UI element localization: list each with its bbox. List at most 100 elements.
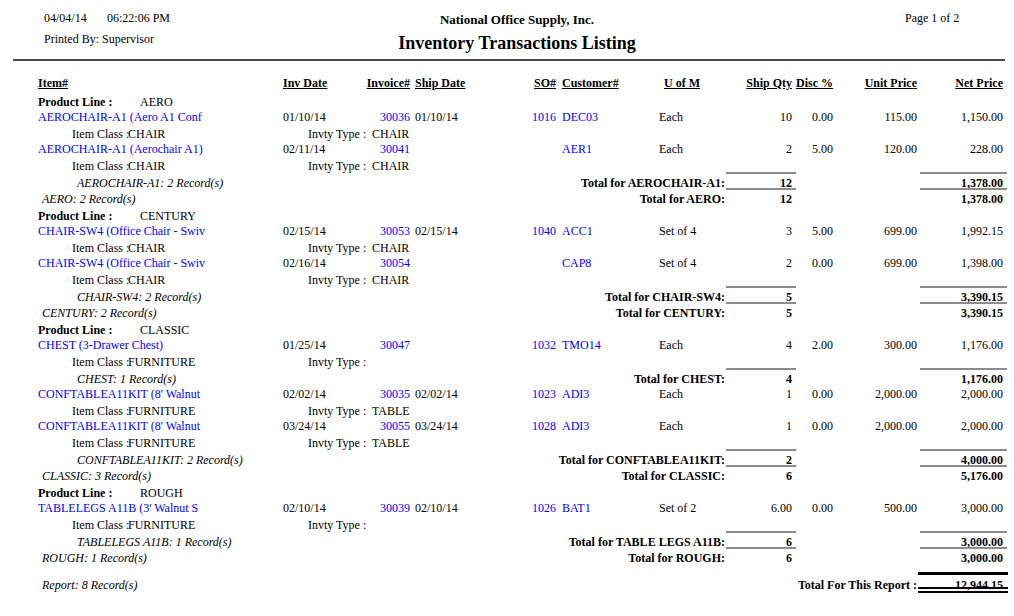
product-line-total-label: Total for CENTURY: <box>420 306 725 321</box>
customer-link[interactable]: ADI3 <box>562 387 589 402</box>
disc-pct: 5.00 <box>766 142 833 157</box>
uom: Set of 4 <box>659 224 696 239</box>
invoice-link[interactable]: 30053 <box>335 224 410 239</box>
inv-date: 03/24/14 <box>283 419 326 434</box>
transaction-row: CONFTABLEA11KIT (8' Walnut03/24/14300550… <box>0 419 1014 434</box>
invty-type-value: CHAIR <box>372 241 409 256</box>
qty-total-rule <box>726 172 796 174</box>
item-record-count: CHAIR-SW4: 2 Record(s) <box>77 290 201 305</box>
invty-type-value: TABLE <box>372 404 410 419</box>
invty-type-label: Invty Type : <box>308 159 366 174</box>
so-link[interactable]: 1026 <box>494 501 556 516</box>
customer-link[interactable]: BAT1 <box>562 501 591 516</box>
product-line-total-label: Total for ROUGH: <box>420 551 725 566</box>
product-line-total-row: ROUGH: 1 Record(s) Total for ROUGH:6 3,000… <box>0 551 1014 566</box>
item-link[interactable]: CHAIR-SW4 (Office Chair - Swiv <box>38 256 248 271</box>
item-record-count: CONFTABLEA11KIT: 2 Record(s) <box>77 453 243 468</box>
uom: Each <box>659 387 683 402</box>
item-record-count: CHEST: 1 Record(s) <box>77 372 176 387</box>
item-class-value: FURNITURE <box>128 518 195 533</box>
qty-total-rule <box>726 465 796 467</box>
so-link[interactable]: 1028 <box>494 419 556 434</box>
disc-pct: 0.00 <box>766 387 833 402</box>
so-link[interactable]: 1032 <box>494 338 556 353</box>
net-total-rule <box>920 465 1007 467</box>
customer-link[interactable]: CAP8 <box>562 256 591 271</box>
product-line-record-count: CLASSIC: 3 Record(s) <box>42 469 151 484</box>
product-line-row: Product Line :ROUGH <box>0 486 1014 501</box>
product-line-total-net: 3,000.00 <box>903 551 1003 566</box>
invoice-link[interactable]: 30039 <box>335 501 410 516</box>
customer-link[interactable]: ADI3 <box>562 419 589 434</box>
product-line-total-qty: 12 <box>712 192 792 207</box>
item-record-count: TABLELEGS A11B: 1 Record(s) <box>77 535 232 550</box>
net-price: 1,150.00 <box>903 110 1003 125</box>
item-link[interactable]: CHEST (3-Drawer Chest) <box>38 338 248 353</box>
item-link[interactable]: TABLELEGS A11B (3' Walnut S <box>38 501 248 516</box>
invty-type-value: TABLE <box>372 436 410 451</box>
product-line-total-label: Total for AERO: <box>420 192 725 207</box>
customer-link[interactable]: ACC1 <box>562 224 593 239</box>
product-line-total-qty: 6 <box>712 551 792 566</box>
disc-pct: 0.00 <box>766 501 833 516</box>
inv-date: 02/11/14 <box>283 142 325 157</box>
invoice-link[interactable]: 30054 <box>335 256 410 271</box>
transaction-row: CONFTABLEA11KIT (8' Walnut02/02/14300350… <box>0 387 1014 402</box>
invoice-link[interactable]: 30055 <box>335 419 410 434</box>
net-total-rule <box>920 547 1007 549</box>
product-line-total-net: 1,378.00 <box>903 192 1003 207</box>
customer-link[interactable]: AER1 <box>562 142 592 157</box>
item-class-label: Item Class : <box>72 436 129 451</box>
customer-link[interactable]: TMO14 <box>562 338 601 353</box>
item-link[interactable]: AEROCHAIR-A1 (Aerochair A1) <box>38 142 248 157</box>
product-line-record-count: ROUGH: 1 Record(s) <box>42 551 147 566</box>
product-line-label: Product Line : <box>38 486 112 501</box>
product-line-label: Product Line : <box>38 323 112 338</box>
item-total-label: Total for TABLE LEGS A11B: <box>420 535 725 550</box>
invoice-link[interactable]: 30041 <box>335 142 410 157</box>
transaction-row: CHAIR-SW4 (Office Chair - Swiv02/16/1430… <box>0 256 1014 271</box>
transaction-row: CHEST (3-Drawer Chest)01/25/14300471032T… <box>0 338 1014 353</box>
product-line-label: Product Line : <box>38 209 112 224</box>
inv-date: 01/10/14 <box>283 110 326 125</box>
transaction-row: AEROCHAIR-A1 (Aerochair A1) 02/11/14 30041… <box>0 142 1014 157</box>
net-total-rule <box>920 172 1007 174</box>
column-header-customer: Customer# <box>562 76 619 91</box>
qty-total-rule <box>726 531 796 533</box>
product-line-row: Product Line :CLASSIC <box>0 323 1014 338</box>
so-link[interactable]: 1016 <box>494 110 556 125</box>
item-link[interactable]: CHAIR-SW4 (Office Chair - Swiv <box>38 224 248 239</box>
item-link[interactable]: CONFTABLEA11KIT (8' Walnut <box>38 387 248 402</box>
column-header-net: Net Price <box>903 76 1003 91</box>
item-class-value: FURNITURE <box>128 436 195 451</box>
ship-date: 02/10/14 <box>415 501 458 516</box>
uom: Set of 2 <box>659 501 696 516</box>
so-link[interactable]: 1040 <box>494 224 556 239</box>
invty-type-value: CHAIR <box>372 273 409 288</box>
uom: Set of 4 <box>659 256 696 271</box>
product-line-total-label: Total for CLASSIC: <box>420 469 725 484</box>
item-detail-row: Item Class :FURNITUREInvty Type :TABLE <box>0 436 1014 451</box>
invty-type-label: Invty Type : <box>308 127 366 142</box>
net-price: 2,000.00 <box>903 419 1003 434</box>
item-link[interactable]: CONFTABLEA11KIT (8' Walnut <box>38 419 248 434</box>
report-total-rule-top <box>918 572 1008 575</box>
product-line-label: Product Line : <box>38 95 112 110</box>
column-header-disc: Disc % <box>766 76 833 91</box>
invoice-link[interactable]: 30047 <box>335 338 410 353</box>
header-divider <box>13 59 1005 61</box>
item-class-label: Item Class : <box>72 241 129 256</box>
disc-pct: 2.00 <box>766 338 833 353</box>
so-link[interactable]: 1023 <box>494 387 556 402</box>
item-detail-row: Item Class :FURNITUREInvty Type : <box>0 518 1014 533</box>
transaction-row: CHAIR-SW4 (Office Chair - Swiv02/15/1430… <box>0 224 1014 239</box>
net-total-rule <box>920 531 1007 533</box>
item-link[interactable]: AEROCHAIR-A1 (Aero A1 Conf <box>38 110 248 125</box>
page-number: Page 1 of 2 <box>905 11 959 26</box>
invoice-link[interactable]: 30036 <box>335 110 410 125</box>
column-header-ship-date: Ship Date <box>415 76 465 91</box>
item-total-label: Total for CHAIR-SW4: <box>420 290 725 305</box>
customer-link[interactable]: DEC03 <box>562 110 598 125</box>
item-total-row: TABLELEGS A11B: 1 Record(s) Total for TAB… <box>0 535 1014 550</box>
invoice-link[interactable]: 30035 <box>335 387 410 402</box>
